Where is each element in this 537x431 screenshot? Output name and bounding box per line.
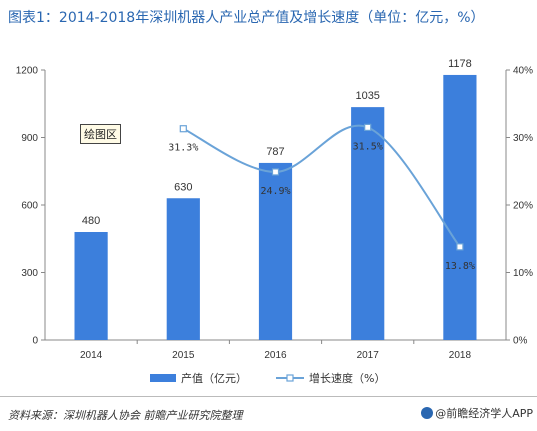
brand-mark: @前瞻经济学人APP (421, 405, 533, 421)
y-right-tick-label: 0% (513, 336, 528, 347)
y-left-tick-label: 300 (21, 268, 38, 279)
bar (166, 198, 200, 340)
plot-area-label: 绘图区 (80, 124, 121, 144)
y-right-tick-label: 40% (513, 66, 533, 77)
y-left-tick-label: 1200 (16, 66, 39, 77)
footer: 资料来源：深圳机器人协会 前瞻产业研究院整理 @前瞻经济学人APP (0, 396, 537, 431)
y-right-tick-label: 30% (513, 133, 533, 144)
legend: 产值（亿元） 增长速度（%） (150, 371, 385, 385)
brand-text: @前瞻经济学人APP (435, 407, 533, 420)
y-left-tick-label: 900 (21, 133, 38, 144)
bar-value-label: 630 (174, 181, 192, 193)
bar (74, 232, 108, 340)
x-tick-label: 2017 (357, 350, 380, 361)
legend-line-marker (286, 374, 294, 382)
axes: 0 300 600 900 1200 0% 10% 20% 30% 40% 2014 2015 2016… (16, 66, 533, 362)
legend-line-label: 增长速度（%） (309, 371, 385, 385)
y-left-tick-label: 0 (32, 336, 38, 347)
bar-value-label: 1178 (448, 58, 472, 70)
line-value-label: 24.9% (260, 186, 290, 197)
bar (351, 107, 385, 340)
bar-value-label: 1035 (355, 90, 379, 102)
line-series: 31.3% 24.9% 31.5% 13.8% (168, 123, 475, 272)
y-left-tick-label: 600 (21, 201, 38, 212)
line-value-label: 13.8% (445, 261, 475, 272)
line-point (364, 123, 372, 131)
source-note: 资料来源：深圳机器人协会 前瞻产业研究院整理 (8, 409, 243, 422)
bar (258, 162, 293, 340)
x-tick-label: 2014 (80, 350, 103, 361)
bar-value-label: 787 (266, 146, 284, 158)
line-point (179, 125, 187, 133)
legend-bar-label: 产值（亿元） (181, 371, 247, 385)
bar (443, 74, 477, 340)
brand-logo-icon (421, 407, 434, 419)
x-tick-label: 2018 (449, 350, 472, 361)
line-point (456, 243, 464, 251)
line-value-label: 31.3% (168, 143, 198, 154)
y-right-tick-label: 10% (513, 268, 533, 279)
line-point (271, 168, 280, 176)
chart-canvas: 0 300 600 900 1200 0% 10% 20% 30% 40% 2014 2015 2016… (16, 58, 533, 385)
chart-title: 图表1：2014-2018年深圳机器人产业总产值及增长速度（单位：亿元，%） (8, 10, 485, 26)
bar-value-label: 480 (82, 215, 100, 227)
x-tick-label: 2016 (264, 350, 287, 361)
line-value-label: 31.5% (353, 141, 383, 152)
bar-series: 480 630 787 1035 1178 (74, 58, 477, 340)
growth-line (182, 124, 461, 248)
y-right-tick-label: 20% (513, 201, 533, 212)
legend-bar-swatch (150, 374, 176, 382)
x-tick-label: 2015 (172, 350, 195, 361)
